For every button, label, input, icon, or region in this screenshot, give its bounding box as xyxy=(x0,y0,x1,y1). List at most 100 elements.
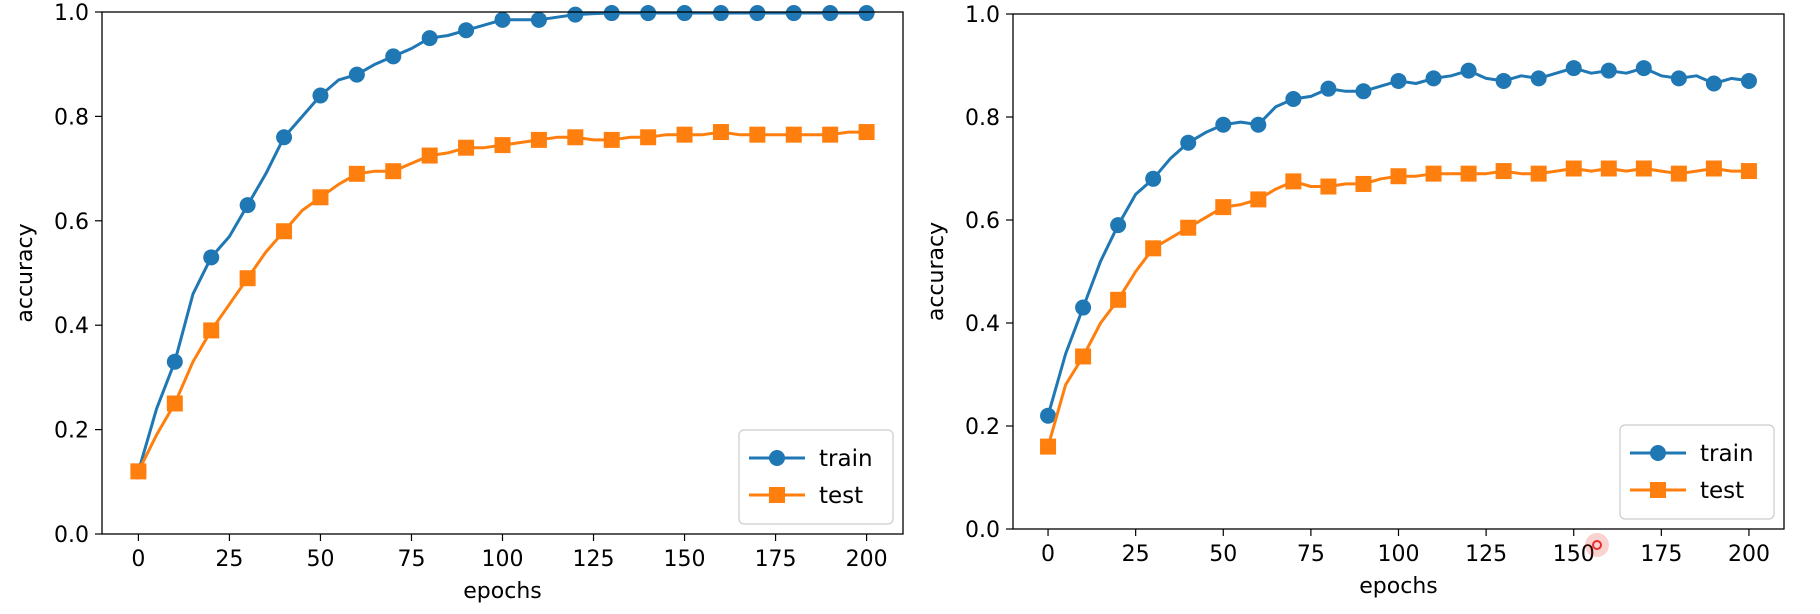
data-point-train xyxy=(1110,217,1127,234)
y-tick-label: 0.6 xyxy=(54,210,89,235)
x-tick-label: 75 xyxy=(1297,542,1325,567)
data-point-test xyxy=(312,189,329,206)
data-point-train xyxy=(1355,83,1372,100)
data-point-train xyxy=(1495,72,1512,89)
data-point-test xyxy=(676,126,693,143)
data-point-test xyxy=(1250,191,1267,208)
x-tick-label: 150 xyxy=(1553,542,1595,567)
legend-box xyxy=(738,429,894,525)
y-axis-label: accuracy xyxy=(13,223,38,322)
data-point-test xyxy=(1285,173,1302,190)
data-point-test xyxy=(1040,438,1057,455)
data-point-test xyxy=(1425,165,1442,182)
data-point-test xyxy=(385,163,402,180)
right-chart: 0 25 50 75 100 125 150 175 200 0.0 0.2 0.4 0.6 0.8 1.0… xyxy=(924,3,1785,599)
data-point-train xyxy=(458,22,475,39)
data-point-test xyxy=(1495,163,1512,180)
x-axis-label: epochs xyxy=(463,579,541,604)
data-point-test xyxy=(130,463,147,480)
data-point-train xyxy=(1530,70,1547,87)
data-point-test xyxy=(858,124,875,141)
x-tick-label: 0 xyxy=(1041,542,1055,567)
x-tick-label: 175 xyxy=(1640,542,1682,567)
legend-label-train: train xyxy=(819,446,873,472)
data-point-test xyxy=(1565,160,1582,177)
x-tick-label: 50 xyxy=(1209,542,1237,567)
data-point-train xyxy=(785,5,802,22)
data-point-test xyxy=(1740,163,1757,180)
data-point-test xyxy=(458,139,475,156)
data-point-test xyxy=(1705,160,1722,177)
data-point-test xyxy=(1215,199,1232,216)
data-point-train xyxy=(1705,75,1722,92)
data-point-train xyxy=(1145,170,1162,187)
data-point-train xyxy=(385,48,402,65)
data-point-test xyxy=(749,126,766,143)
data-point-train xyxy=(1600,62,1617,79)
x-tick-label: 25 xyxy=(215,547,243,572)
data-point-test xyxy=(822,126,839,143)
legend-marker-test xyxy=(769,487,785,503)
data-point-train xyxy=(1040,407,1057,424)
x-tick-label: 125 xyxy=(1465,542,1507,567)
data-point-test xyxy=(166,395,183,412)
x-axis-label: epochs xyxy=(1359,574,1437,599)
data-point-test xyxy=(239,270,256,287)
data-point-train xyxy=(1250,116,1267,133)
data-point-train xyxy=(1390,72,1407,89)
y-tick-label: 1.0 xyxy=(965,3,1000,28)
data-point-train xyxy=(1285,90,1302,107)
data-point-train xyxy=(348,66,365,83)
data-point-test xyxy=(603,131,620,148)
data-point-train xyxy=(1425,70,1442,87)
data-point-train xyxy=(822,5,839,22)
data-point-train xyxy=(1180,134,1197,151)
data-point-train xyxy=(312,87,329,104)
x-tick-label: 50 xyxy=(306,547,334,572)
legend-marker-train xyxy=(769,450,785,466)
mouse-cursor-indicator xyxy=(1585,533,1609,557)
legend-marker-train xyxy=(1650,445,1666,461)
x-tick-label: 175 xyxy=(755,547,797,572)
y-tick-label: 0.0 xyxy=(965,518,1000,543)
plot-area-frame xyxy=(1012,13,1785,530)
x-tick-label: 100 xyxy=(482,547,524,572)
data-point-train xyxy=(567,6,584,23)
data-point-test xyxy=(1075,348,1092,365)
x-tick-label: 75 xyxy=(397,547,425,572)
data-point-test xyxy=(1600,160,1617,177)
data-point-train xyxy=(166,353,183,370)
legend-label-train: train xyxy=(1700,441,1754,467)
data-point-test xyxy=(530,131,547,148)
data-point-test xyxy=(276,223,293,240)
data-point-test xyxy=(567,129,584,146)
cursor-dot xyxy=(1592,540,1602,550)
x-tick-label: 200 xyxy=(846,547,888,572)
x-tick-label: 0 xyxy=(131,547,145,572)
y-tick-label: 0.8 xyxy=(54,105,89,130)
data-point-test xyxy=(1355,175,1372,192)
data-point-train xyxy=(1460,62,1477,79)
data-point-test xyxy=(421,147,438,164)
data-point-train xyxy=(1075,299,1092,316)
series-line-train xyxy=(136,11,867,472)
data-point-train xyxy=(239,197,256,214)
data-point-test xyxy=(640,129,657,146)
data-point-test xyxy=(1180,219,1197,236)
data-point-test xyxy=(1110,291,1127,308)
data-point-train xyxy=(1215,116,1232,133)
x-tick-label: 100 xyxy=(1378,542,1420,567)
data-point-train xyxy=(712,5,729,22)
data-point-train xyxy=(1320,80,1337,97)
legend-label-test: test xyxy=(1700,478,1744,504)
y-tick-label: 0.2 xyxy=(54,419,89,444)
data-point-train xyxy=(530,11,547,28)
data-point-train xyxy=(749,5,766,22)
y-tick-label: 0.8 xyxy=(965,106,1000,131)
data-point-test xyxy=(1530,165,1547,182)
cursor-halo xyxy=(1585,533,1609,557)
data-point-train xyxy=(494,11,511,28)
data-point-test xyxy=(1145,240,1162,257)
